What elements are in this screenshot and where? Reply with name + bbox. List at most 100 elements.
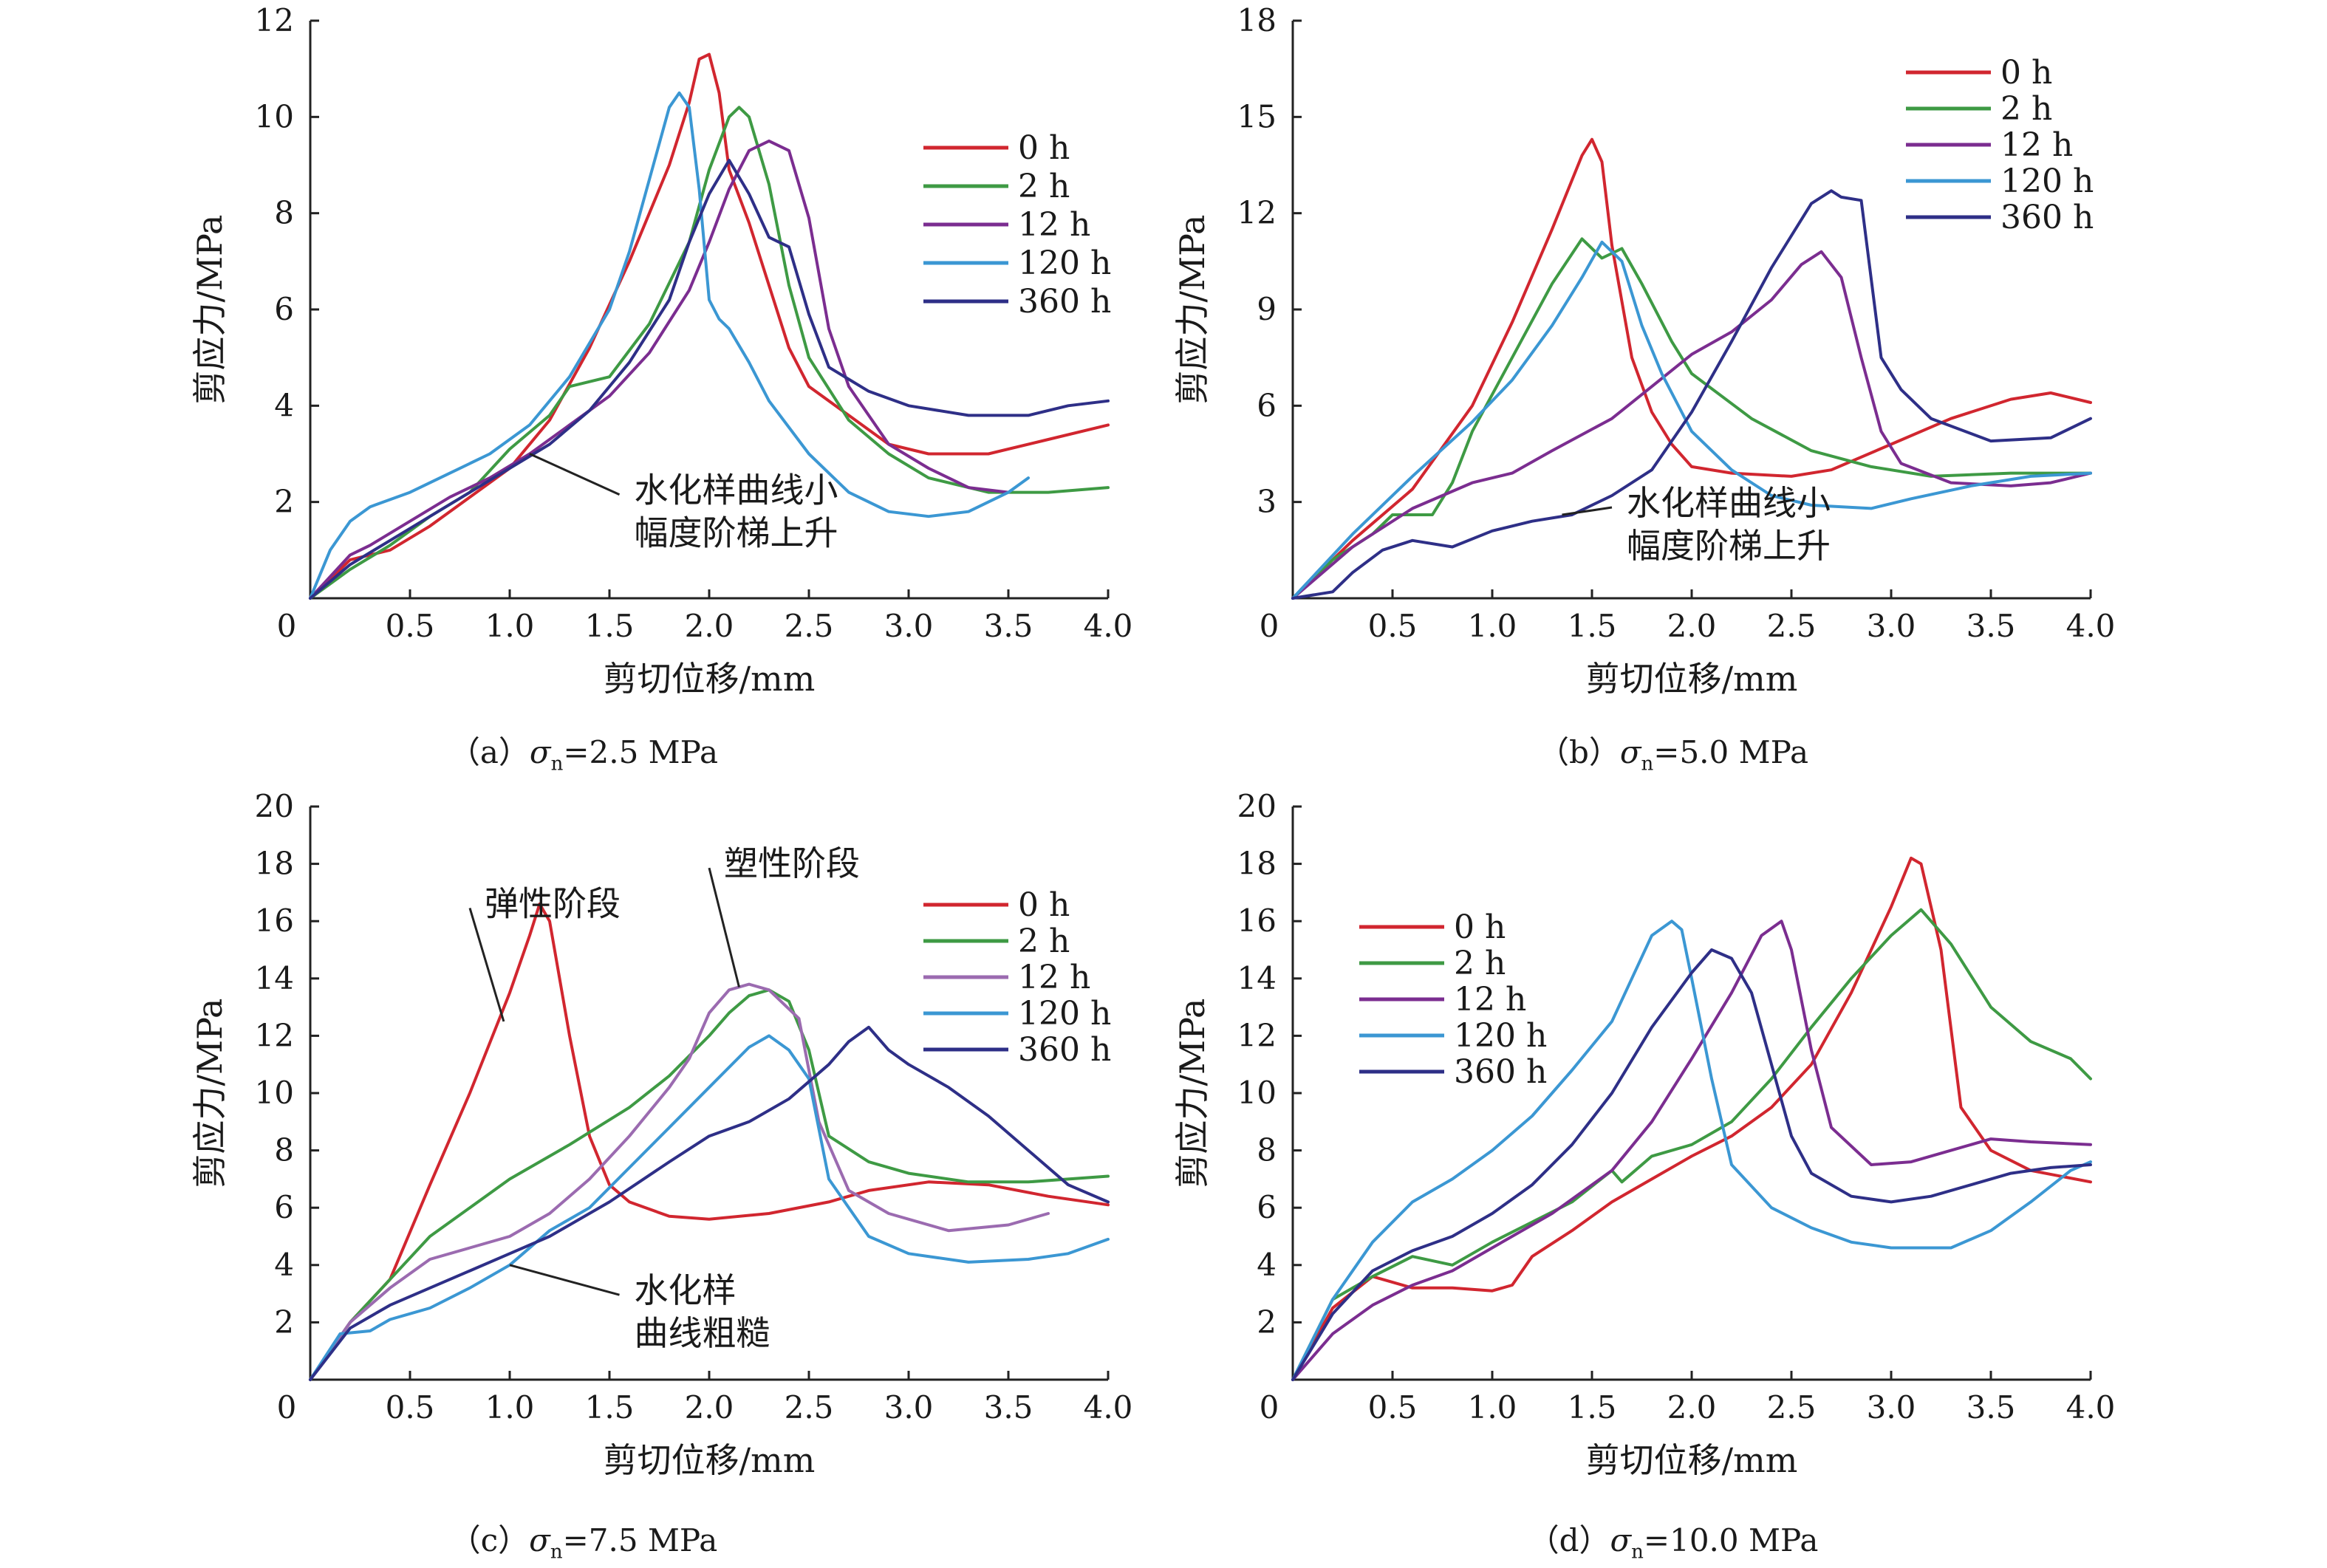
x-tick-label-a: 3.0 bbox=[884, 608, 934, 644]
series-line-c-4 bbox=[309, 1025, 1110, 1381]
x-tick-label-d: 4.0 bbox=[2066, 1389, 2116, 1425]
y-tick-label-a: 8 bbox=[274, 195, 294, 231]
y-tick-label-c: 8 bbox=[274, 1132, 294, 1168]
caption-d: （d）σn=10.0 MPa bbox=[1193, 1516, 2153, 1563]
caption-b-value: =5.0 MPa bbox=[1653, 734, 1809, 770]
x-axis-label-b: 剪切位移/mm bbox=[1586, 659, 1798, 699]
x-tick-label-c: 4.0 bbox=[1084, 1389, 1133, 1425]
series-line-d-3 bbox=[1291, 920, 2092, 1381]
series-line-d-1 bbox=[1291, 908, 2092, 1381]
y-tick-label-b: 18 bbox=[1237, 2, 1277, 38]
y-tick-label-c: 20 bbox=[255, 788, 294, 824]
x-tick-label-a: 0.5 bbox=[386, 608, 435, 644]
x-axis-label-c: 剪切位移/mm bbox=[604, 1440, 816, 1480]
panel-c: 0 0.5 1.0 1.5 2.0 2.5 3.0 3.5 4.0 2 4 6 8 10 12 14 16 18 2… bbox=[0, 783, 1164, 1565]
y-tick-label-d: 16 bbox=[1237, 903, 1277, 939]
chart-c: 0 0.5 1.0 1.5 2.0 2.5 3.0 3.5 4.0 2 4 6 8 10 12 14 16 18 2… bbox=[190, 788, 1133, 1480]
annotation-text-b-0: 幅度阶梯上升 bbox=[1627, 526, 1831, 566]
x-tick-label-c: 2.0 bbox=[685, 1389, 734, 1425]
legend-label-d-1: 2 h bbox=[1454, 945, 1506, 982]
x-tick-label-c: 1.0 bbox=[485, 1389, 535, 1425]
x-tick-label-d: 3.5 bbox=[1966, 1389, 2016, 1425]
annotation-text-c-2: 曲线粗糙 bbox=[635, 1313, 770, 1353]
x-tick-label-c: 2.5 bbox=[785, 1389, 834, 1425]
series-line-b-1 bbox=[1291, 237, 2092, 600]
y-tick-label-c: 18 bbox=[255, 846, 294, 882]
y-tick-label-b: 9 bbox=[1257, 291, 1277, 327]
y-tick-label-a: 10 bbox=[255, 98, 294, 134]
caption-d-value: =10.0 MPa bbox=[1643, 1522, 1819, 1558]
legend-label-a-4: 360 h bbox=[1018, 283, 1111, 321]
x-tick-label-a: 4.0 bbox=[1084, 608, 1133, 644]
x-tick-label-d: 2.5 bbox=[1767, 1389, 1817, 1425]
caption-b: （b）σn=5.0 MPa bbox=[1193, 727, 2153, 775]
legend-label-a-2: 12 h bbox=[1018, 206, 1090, 244]
x-tick-label-d: 1.5 bbox=[1568, 1389, 1617, 1425]
chart-a: 0 0.5 1.0 1.5 2.0 2.5 3.0 3.5 4.0 2 4 6 8 10 12 剪切位移/mm… bbox=[190, 2, 1133, 699]
panel-d: 0 0.5 1.0 1.5 2.0 2.5 3.0 3.5 4.0 2 4 6 8 10 12 14 16 18 2… bbox=[1164, 783, 2327, 1565]
x-tick-label-a: 2.5 bbox=[785, 608, 834, 644]
y-tick-label-d: 6 bbox=[1257, 1189, 1277, 1225]
series-line-c-3 bbox=[309, 1034, 1110, 1381]
caption-b-prefix: （b） bbox=[1537, 734, 1620, 770]
series-line-d-2 bbox=[1291, 920, 2092, 1381]
caption-c-value: =7.5 MPa bbox=[562, 1522, 718, 1558]
y-tick-label-a: 6 bbox=[274, 291, 294, 327]
x-tick-label-d: 2.0 bbox=[1667, 1389, 1717, 1425]
legend-label-c-1: 2 h bbox=[1018, 922, 1070, 960]
x-tick-label-b: 0 bbox=[1260, 608, 1279, 644]
x-tick-label-b: 1.5 bbox=[1568, 608, 1617, 644]
series-line-b-0 bbox=[1291, 137, 2092, 600]
legend-label-d-0: 0 h bbox=[1454, 908, 1506, 946]
y-tick-label-c: 16 bbox=[255, 903, 294, 939]
x-axis-label-d: 剪切位移/mm bbox=[1586, 1440, 1798, 1480]
y-axis-label-d: 剪应力/MPa bbox=[1172, 999, 1212, 1188]
y-tick-label-d: 20 bbox=[1237, 788, 1277, 824]
x-tick-label-d: 0 bbox=[1260, 1389, 1279, 1425]
y-tick-label-c: 10 bbox=[255, 1075, 294, 1111]
panel-b: 0 0.5 1.0 1.5 2.0 2.5 3.0 3.5 4.0 3 6 9 12 15 18 剪切位移/m… bbox=[1164, 0, 2327, 783]
caption-d-subscript: n bbox=[1631, 1541, 1644, 1564]
y-tick-label-c: 14 bbox=[255, 960, 294, 996]
annotation-text-a-0: 幅度阶梯上升 bbox=[635, 513, 838, 553]
caption-c-prefix: （c） bbox=[449, 1522, 530, 1558]
x-tick-label-c: 0 bbox=[277, 1389, 297, 1425]
y-tick-label-c: 2 bbox=[274, 1304, 294, 1340]
y-axis-label-a: 剪应力/MPa bbox=[190, 215, 230, 405]
y-axis-label-b: 剪应力/MPa bbox=[1172, 215, 1212, 405]
annotation-leader-b-0 bbox=[1562, 506, 1613, 516]
x-axis-label-a: 剪切位移/mm bbox=[604, 659, 816, 699]
caption-b-sigma: σ bbox=[1619, 734, 1641, 770]
legend-label-b-1: 2 h bbox=[2000, 90, 2052, 128]
series-line-b-4 bbox=[1291, 189, 2092, 600]
caption-c-subscript: n bbox=[550, 1541, 563, 1564]
y-tick-label-b: 6 bbox=[1257, 387, 1277, 423]
x-tick-label-a: 2.0 bbox=[685, 608, 734, 644]
caption-b-subscript: n bbox=[1641, 753, 1654, 776]
caption-a: （a）σn=2.5 MPa bbox=[103, 727, 1064, 775]
x-tick-label-b: 2.0 bbox=[1667, 608, 1717, 644]
x-tick-label-d: 0.5 bbox=[1368, 1389, 1418, 1425]
x-tick-label-d: 1.0 bbox=[1468, 1389, 1517, 1425]
legend-label-a-3: 120 h bbox=[1018, 244, 1111, 282]
x-tick-label-b: 0.5 bbox=[1368, 608, 1418, 644]
series-line-a-3 bbox=[309, 91, 1030, 600]
legend-label-d-4: 360 h bbox=[1454, 1053, 1547, 1091]
x-tick-label-c: 0.5 bbox=[386, 1389, 435, 1425]
x-tick-label-a: 0 bbox=[277, 608, 297, 644]
x-tick-label-d: 3.0 bbox=[1867, 1389, 1916, 1425]
y-tick-label-c: 4 bbox=[274, 1247, 294, 1283]
series-line-b-3 bbox=[1291, 240, 2092, 600]
series-line-c-2 bbox=[309, 982, 1050, 1381]
x-tick-label-c: 3.5 bbox=[984, 1389, 1033, 1425]
panel-a: 0 0.5 1.0 1.5 2.0 2.5 3.0 3.5 4.0 2 4 6 8 10 12 剪切位移/mm… bbox=[0, 0, 1164, 783]
y-tick-label-d: 10 bbox=[1237, 1075, 1277, 1111]
x-tick-label-c: 1.5 bbox=[585, 1389, 635, 1425]
chart-b: 0 0.5 1.0 1.5 2.0 2.5 3.0 3.5 4.0 3 6 9 12 15 18 剪切位移/m… bbox=[1172, 2, 2115, 699]
y-tick-label-d: 4 bbox=[1257, 1247, 1277, 1283]
y-tick-label-a: 12 bbox=[255, 2, 294, 38]
y-tick-label-a: 2 bbox=[274, 484, 294, 520]
x-tick-label-b: 1.0 bbox=[1468, 608, 1517, 644]
legend-label-c-0: 0 h bbox=[1018, 886, 1070, 924]
y-tick-label-d: 2 bbox=[1257, 1304, 1277, 1340]
